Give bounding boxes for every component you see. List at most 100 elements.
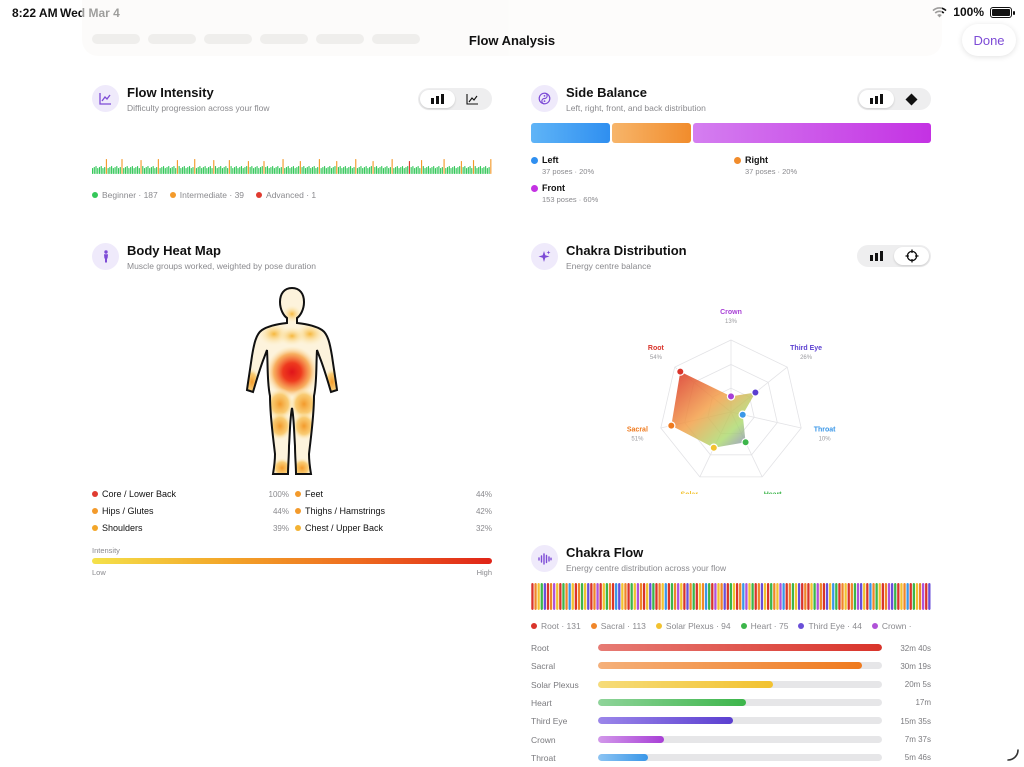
battery-icon xyxy=(990,6,1015,18)
intensity-bar xyxy=(282,159,284,174)
chakra-distribution-title: Chakra Distribution xyxy=(566,243,687,258)
intensity-bar xyxy=(254,167,256,174)
chakra-flow-bar xyxy=(646,583,649,610)
intensity-bar xyxy=(315,168,317,174)
intensity-bar xyxy=(356,168,359,174)
duration-track-solar-plexus xyxy=(598,680,882,688)
chakra-flow-bar xyxy=(807,583,810,610)
intensity-bar xyxy=(388,168,390,174)
chakra-flow-legend: Root · 131 Sacral · 113 Solar Plexus · 9… xyxy=(531,621,912,631)
intensity-bar xyxy=(446,167,449,174)
chakra-flow-bar xyxy=(881,583,884,610)
intensity-bar xyxy=(247,161,249,174)
intensity-bar xyxy=(275,167,277,174)
chakra-flow-bar xyxy=(766,583,770,610)
intensity-bar xyxy=(265,167,267,174)
chakra-flow-bar xyxy=(770,583,773,610)
flow-intensity-chart xyxy=(92,159,492,174)
intensity-bar xyxy=(445,168,447,174)
chakra-flow-bar xyxy=(599,583,602,610)
done-button[interactable]: Done xyxy=(962,24,1016,56)
chakra-flow-bar xyxy=(577,583,581,610)
high-label: High xyxy=(476,568,492,577)
chakra-distribution-view-toggle[interactable] xyxy=(857,245,931,267)
side-balance-view-toggle[interactable] xyxy=(857,88,931,110)
intensity-bar xyxy=(291,167,293,174)
chakra-flow-bar xyxy=(897,583,900,610)
chakra-flow-bar xyxy=(884,583,888,610)
intensity-bar xyxy=(142,166,144,174)
intensity-bar xyxy=(362,168,364,174)
right-dot xyxy=(734,156,741,164)
intensity-bar xyxy=(419,168,421,174)
line-view-segment[interactable] xyxy=(455,90,490,108)
intensity-bar xyxy=(374,167,376,174)
chakra-flow-bar xyxy=(804,583,807,610)
bar-view-segment[interactable] xyxy=(859,90,894,108)
intensity-bar xyxy=(336,161,338,174)
intensity-bar xyxy=(483,167,485,174)
radar-value-label: 10% xyxy=(819,436,832,442)
intensity-bar xyxy=(370,166,372,174)
duration-value-crown: 7m 37s xyxy=(904,735,931,744)
intensity-bar xyxy=(443,159,445,174)
chakra-flow-bar xyxy=(819,583,822,610)
chakra-flow-bar xyxy=(791,583,795,610)
intensity-bar xyxy=(98,167,101,174)
intensity-bar xyxy=(249,167,251,174)
radar-point xyxy=(741,438,750,447)
chakra-flow-bar xyxy=(745,583,748,610)
chakra-flow-bar xyxy=(813,583,816,610)
chakra-flow-bar xyxy=(900,583,903,610)
intensity-bar xyxy=(353,167,355,174)
flow-intensity-view-toggle[interactable] xyxy=(418,88,492,110)
chakra-flow-bar xyxy=(627,583,630,610)
intensity-bar xyxy=(279,168,281,174)
chakra-flow-bar xyxy=(667,583,671,610)
intensity-bar xyxy=(367,168,369,174)
balance-segment-right xyxy=(612,123,692,143)
diamond-view-segment[interactable] xyxy=(894,90,929,108)
background-chips xyxy=(92,34,420,44)
chakra-flow-bar xyxy=(844,583,847,610)
radar-label: Throat xyxy=(814,426,836,433)
legend-advanced: Advanced · 1 xyxy=(256,190,316,200)
duration-label-root: Root xyxy=(531,643,549,653)
chakra-flow-bar xyxy=(689,583,692,610)
intensity-bar xyxy=(346,168,348,174)
intensity-bar xyxy=(185,168,187,174)
intensity-bar xyxy=(393,168,395,174)
intensity-bar xyxy=(408,161,411,174)
chakra-flow-bar xyxy=(695,583,698,610)
intensity-bar xyxy=(163,166,165,174)
intensity-bar xyxy=(472,160,475,174)
intensity-bar xyxy=(324,166,326,174)
chakra-flow-bar xyxy=(708,583,711,610)
radar-view-segment[interactable] xyxy=(894,247,929,265)
radar-label: Sacral xyxy=(627,426,648,433)
chakra-flow-bar xyxy=(782,583,785,610)
radar-value-label: 51% xyxy=(631,436,644,442)
radar-value-label: 26% xyxy=(800,355,813,361)
intensity-bar xyxy=(105,159,107,174)
chakra-flow-bar xyxy=(853,583,857,610)
heat-pct-chest: 32% xyxy=(475,524,492,533)
balance-item-front: Front 153 poses · 60% xyxy=(531,183,598,204)
intensity-bar xyxy=(152,166,154,174)
intensity-bar xyxy=(327,167,329,174)
bar-view-segment[interactable] xyxy=(420,90,455,108)
person-icon xyxy=(92,243,119,270)
body-heat-map-header: Body Heat Map Muscle groups worked, weig… xyxy=(92,243,492,273)
balance-segment-front xyxy=(693,123,931,143)
duration-track-crown xyxy=(598,735,882,743)
intensity-bar xyxy=(197,167,199,174)
intensity-bar xyxy=(462,167,464,174)
chakra-flow-bar xyxy=(801,583,804,610)
radar-point xyxy=(709,443,719,452)
bar-view-segment[interactable] xyxy=(859,247,894,265)
chakra-flow-subtitle: Energy centre distribution across your f… xyxy=(566,563,727,573)
intensity-bar xyxy=(126,166,128,174)
chakra-flow-bar xyxy=(639,583,643,610)
chakra-flow-bar xyxy=(596,583,599,610)
